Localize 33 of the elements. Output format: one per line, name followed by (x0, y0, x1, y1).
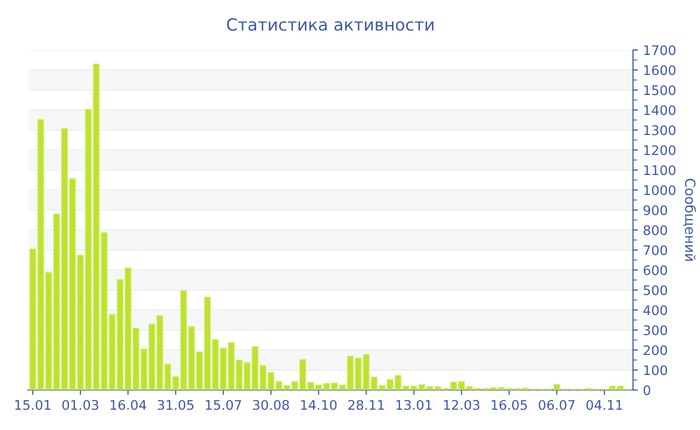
x-tick-label: 28.11 (348, 400, 384, 410)
x-tick-label: 16.05 (492, 400, 527, 410)
y-tick-label: 1700 (644, 45, 676, 56)
y-tick-label: 1500 (644, 85, 676, 96)
y-tick-label: 500 (644, 285, 668, 296)
x-tick-label: 16.04 (110, 400, 146, 410)
y-tick-label: 1300 (644, 125, 676, 136)
y-tick-label: 0 (644, 385, 650, 396)
x-tick-label: 30.08 (253, 400, 289, 410)
y-tick-label: 800 (644, 225, 668, 236)
y-tick-label: 400 (643, 305, 668, 316)
x-tick-label: 01.03 (62, 400, 98, 410)
x-tick-label: 12.03 (444, 400, 480, 410)
y-tick-label: 1100 (644, 165, 676, 176)
y-axis-title: Сообщений (683, 178, 696, 261)
y-tick-label: 1200 (644, 145, 676, 156)
y-tick-label: 700 (644, 245, 668, 256)
x-tick-label: 14.10 (301, 400, 337, 410)
y-tick-label: 200 (644, 345, 668, 356)
y-tick-label: 1000 (644, 185, 676, 196)
y-tick-label: 100 (644, 365, 668, 376)
y-tick-label: 600 (644, 265, 668, 276)
chart-title: Статистика активности (227, 18, 434, 31)
x-tick-label: 15.01 (15, 400, 50, 410)
x-tick-label: 06.07 (538, 400, 575, 410)
y-tick-label: 900 (644, 205, 668, 216)
x-tick-label: 31.05 (158, 400, 194, 410)
y-tick-label: 1400 (644, 105, 676, 116)
x-tick-label: 13.01 (396, 400, 432, 410)
x-tick-label: 04.11 (586, 400, 622, 410)
y-tick-label: 1600 (644, 65, 676, 76)
x-tick-label: 15.07 (206, 400, 242, 410)
y-tick-label: 300 (644, 325, 668, 336)
